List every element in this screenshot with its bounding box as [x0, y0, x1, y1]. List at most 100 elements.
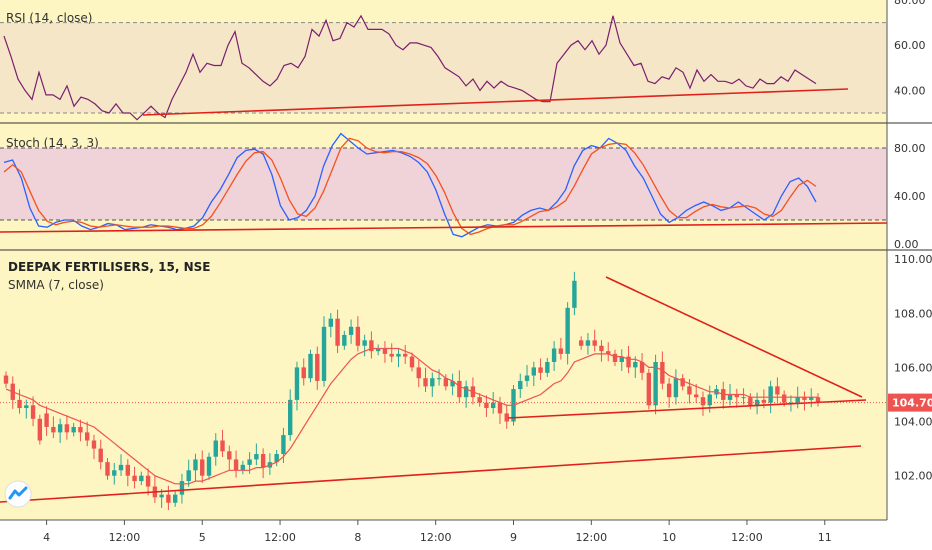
candle[interactable] — [213, 440, 218, 457]
stoch-pane[interactable]: 0.00 40.00 80.00 — [0, 132, 926, 251]
candle[interactable] — [85, 432, 90, 441]
candle[interactable] — [639, 361, 645, 373]
candle[interactable] — [403, 353, 408, 357]
candle[interactable] — [741, 397, 746, 399]
candle[interactable] — [308, 353, 313, 379]
candle[interactable] — [240, 464, 246, 471]
candle[interactable] — [619, 356, 624, 362]
candle[interactable] — [389, 353, 394, 357]
candle[interactable] — [653, 361, 658, 406]
candle[interactable] — [416, 367, 421, 379]
candle[interactable] — [179, 481, 185, 495]
candle[interactable] — [342, 334, 347, 346]
candle[interactable] — [321, 326, 327, 381]
candle[interactable] — [484, 402, 489, 409]
candle[interactable] — [660, 361, 665, 384]
candle[interactable] — [585, 340, 591, 346]
candle[interactable] — [288, 399, 293, 436]
candle[interactable] — [430, 378, 435, 387]
candle[interactable] — [145, 475, 151, 487]
price-pane[interactable]: 104.70 102.00 104.00 106.00 108.00 110.00 — [0, 253, 932, 511]
candle[interactable] — [538, 367, 543, 373]
candle[interactable] — [118, 464, 124, 471]
stoch-d-line[interactable] — [3, 137, 817, 236]
candle[interactable] — [436, 378, 442, 380]
candle[interactable] — [132, 475, 137, 482]
candle[interactable] — [98, 448, 103, 463]
candle[interactable] — [369, 340, 374, 352]
candle[interactable] — [775, 386, 780, 395]
candle[interactable] — [328, 318, 333, 327]
candle[interactable] — [754, 399, 760, 406]
candle[interactable] — [51, 426, 56, 433]
candle[interactable] — [768, 386, 773, 403]
candle[interactable] — [301, 367, 306, 379]
candle[interactable] — [139, 475, 144, 482]
tradingview-logo-icon[interactable] — [4, 480, 32, 508]
candle[interactable] — [423, 378, 428, 387]
candle[interactable] — [592, 340, 597, 346]
candle[interactable] — [518, 380, 523, 390]
candle[interactable] — [551, 348, 557, 362]
candle[interactable] — [734, 394, 739, 398]
candle[interactable] — [335, 318, 340, 346]
candle[interactable] — [687, 386, 692, 395]
candle[interactable] — [524, 375, 530, 381]
candle[interactable] — [274, 454, 279, 463]
candle[interactable] — [57, 424, 63, 433]
support-trendline[interactable] — [0, 445, 862, 503]
candle[interactable] — [450, 380, 455, 387]
candle[interactable] — [666, 383, 672, 398]
candle[interactable] — [220, 440, 225, 452]
candle[interactable] — [44, 413, 49, 427]
candle[interactable] — [409, 356, 415, 368]
candle[interactable] — [24, 405, 29, 409]
candle[interactable] — [781, 394, 787, 403]
candle[interactable] — [572, 280, 577, 308]
candle[interactable] — [348, 326, 354, 335]
candle[interactable] — [260, 454, 266, 468]
candle[interactable] — [646, 372, 652, 406]
candle[interactable] — [71, 426, 76, 433]
candle[interactable] — [443, 378, 449, 387]
candle[interactable] — [315, 353, 320, 381]
candle[interactable] — [64, 424, 70, 433]
candle[interactable] — [457, 380, 462, 398]
candle[interactable] — [112, 470, 117, 476]
candle[interactable] — [17, 399, 22, 409]
candle[interactable] — [606, 351, 611, 354]
candle[interactable] — [375, 348, 381, 352]
candle[interactable] — [91, 440, 97, 449]
candle[interactable] — [491, 402, 496, 409]
candle[interactable] — [599, 345, 604, 352]
rsi-series-line[interactable] — [3, 14, 817, 121]
candle[interactable] — [37, 418, 43, 441]
candle[interactable] — [477, 397, 482, 403]
candle[interactable] — [748, 397, 753, 406]
candle[interactable] — [30, 405, 36, 419]
candle[interactable] — [105, 462, 110, 476]
stoch-trendline[interactable] — [0, 222, 888, 233]
candle[interactable] — [578, 340, 584, 346]
candle[interactable] — [545, 361, 550, 373]
candle[interactable] — [727, 394, 733, 400]
candle[interactable] — [281, 435, 286, 455]
candle[interactable] — [200, 459, 205, 476]
candle[interactable] — [355, 326, 361, 346]
candle[interactable] — [626, 356, 631, 368]
candle[interactable] — [247, 459, 252, 465]
candle[interactable] — [172, 494, 178, 503]
candle[interactable] — [673, 378, 679, 398]
candle[interactable] — [565, 307, 570, 354]
candle[interactable] — [166, 494, 171, 503]
candle[interactable] — [159, 494, 164, 498]
candle[interactable] — [700, 397, 706, 406]
candle[interactable] — [612, 353, 618, 362]
candle[interactable] — [531, 367, 536, 376]
candle[interactable] — [463, 386, 469, 398]
candle[interactable] — [633, 361, 638, 368]
candle[interactable] — [504, 413, 509, 422]
candle[interactable] — [680, 378, 685, 387]
candle[interactable] — [233, 459, 239, 471]
